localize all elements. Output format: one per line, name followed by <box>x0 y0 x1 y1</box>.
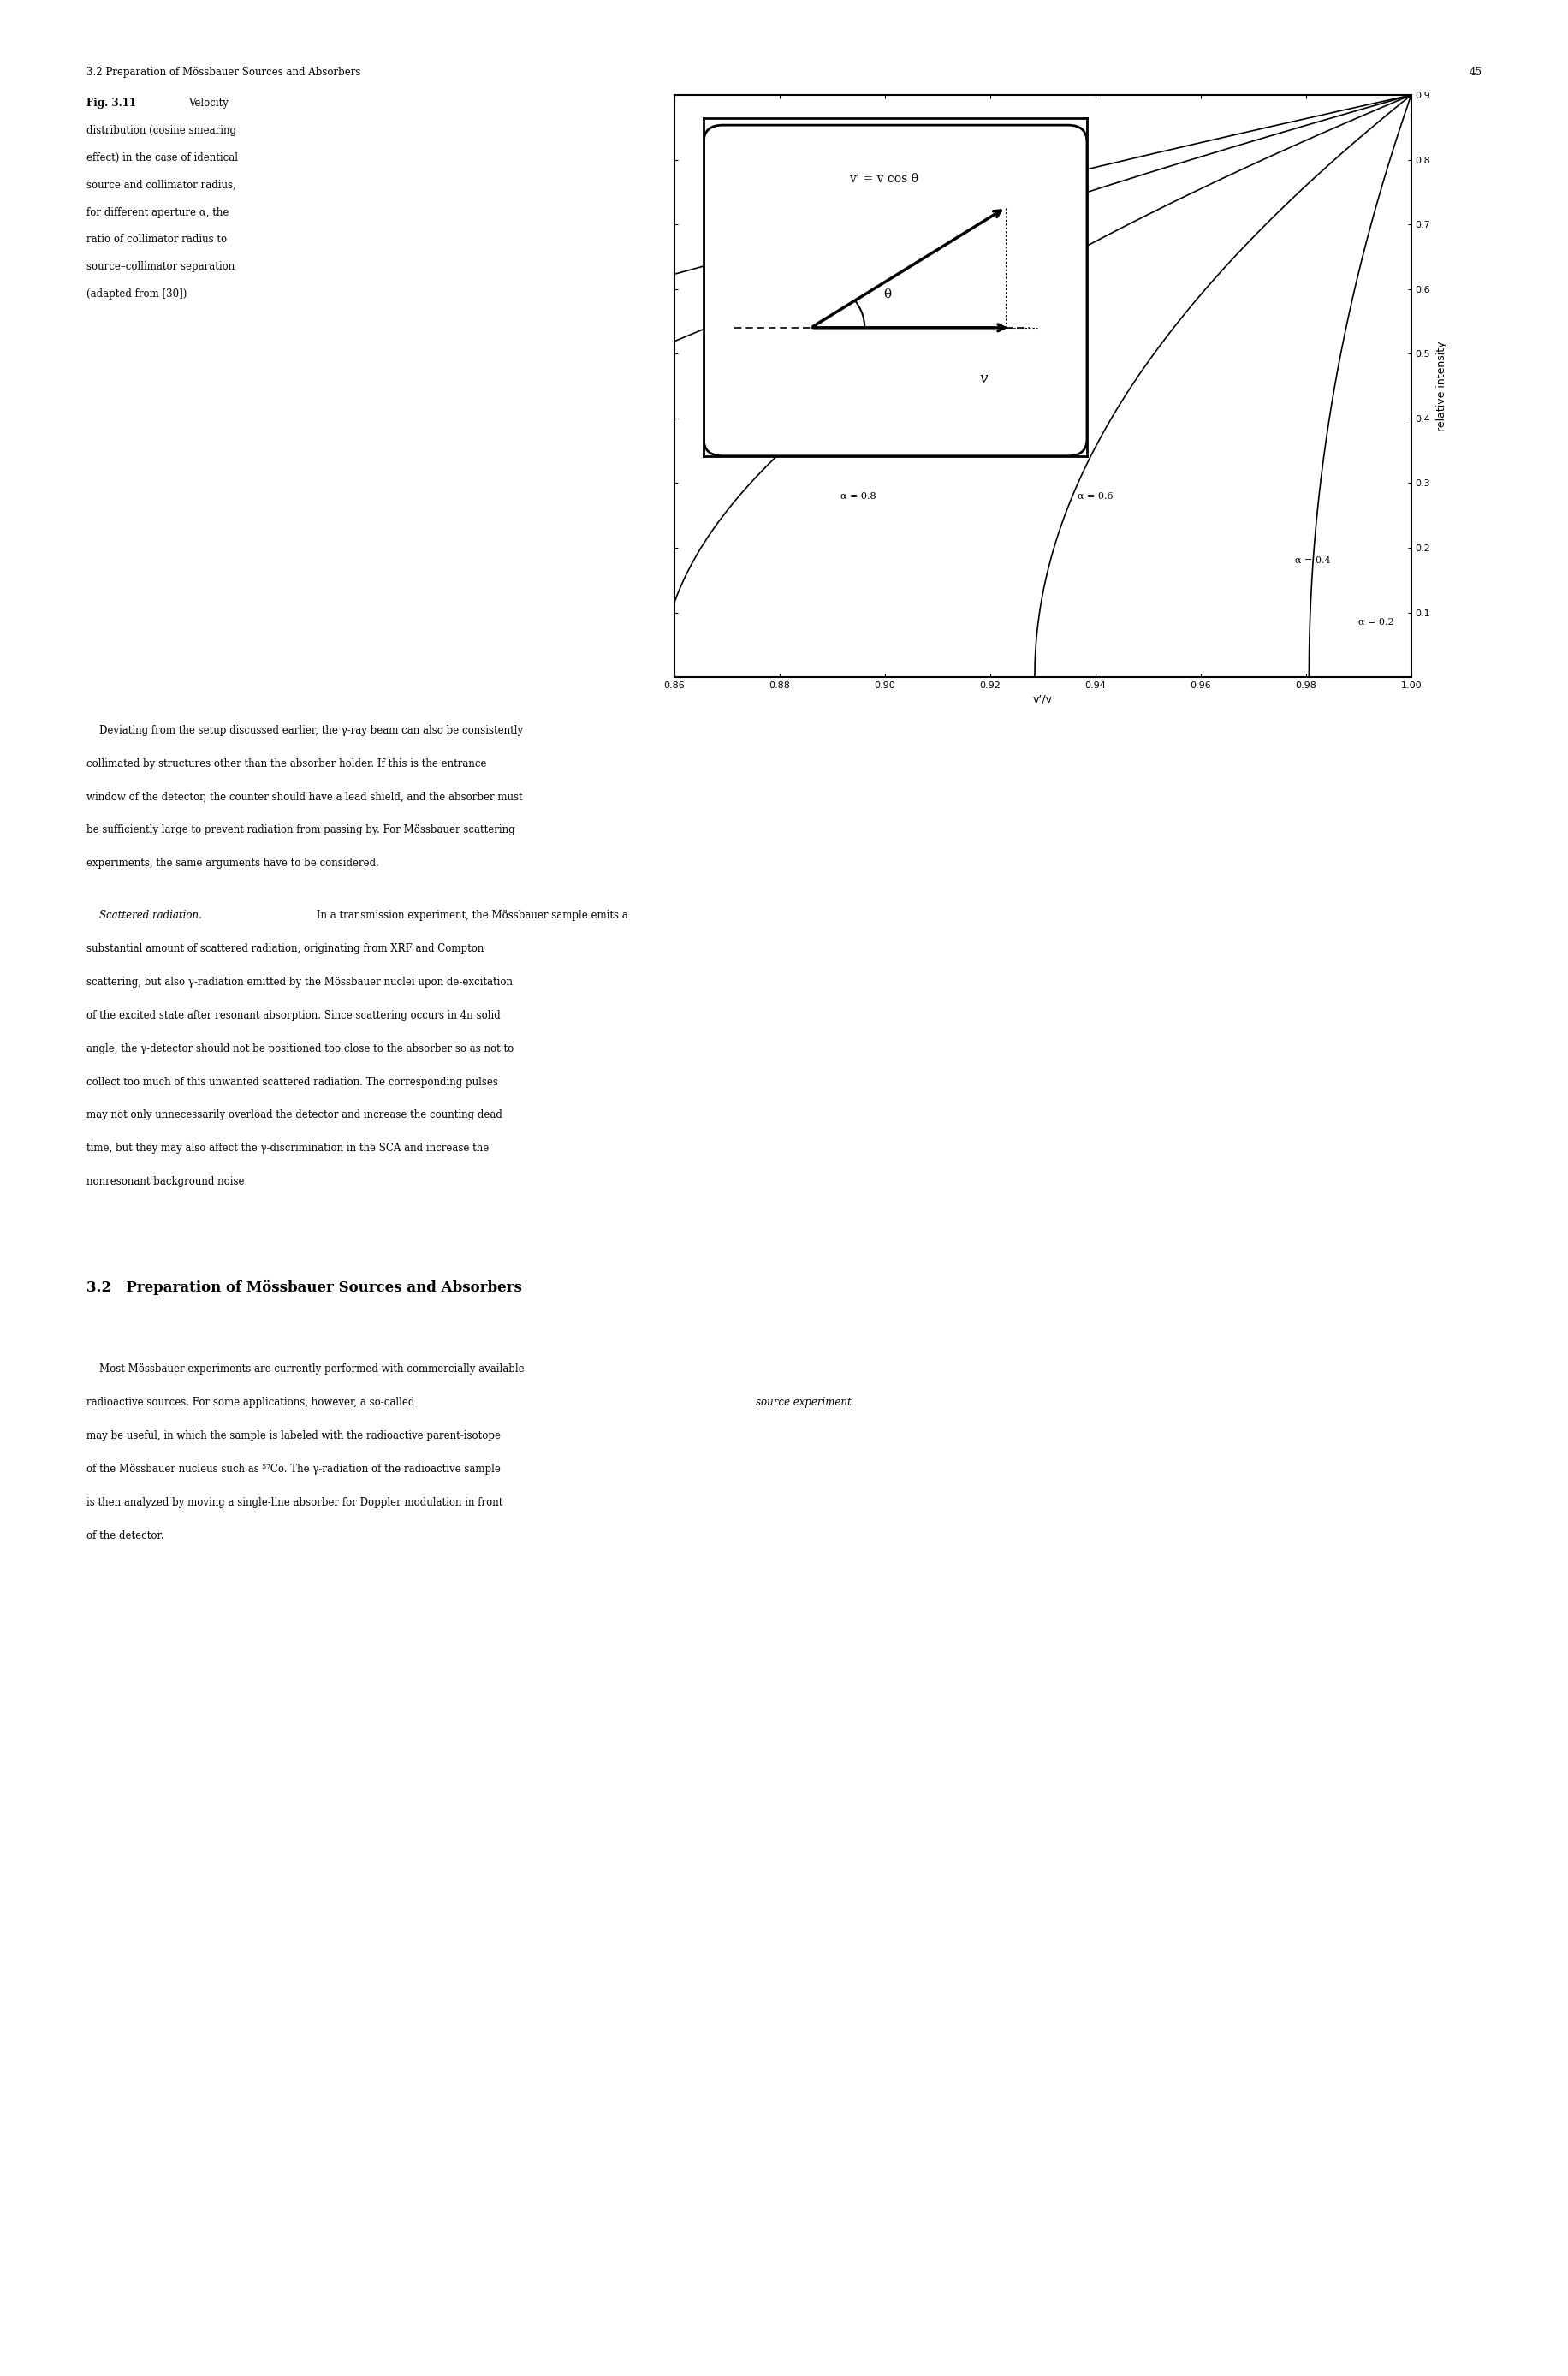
Text: α = 0.4: α = 0.4 <box>1295 556 1331 565</box>
Text: α = 1.0: α = 1.0 <box>1025 413 1060 423</box>
Text: experiments, the same arguments have to be considered.: experiments, the same arguments have to … <box>86 858 379 870</box>
Text: may be useful, in which the sample is labeled with the radioactive parent-isotop: may be useful, in which the sample is la… <box>86 1430 500 1442</box>
Text: of the detector.: of the detector. <box>86 1530 163 1542</box>
Text: radioactive sources. For some applications, however, a so-called: radioactive sources. For some applicatio… <box>86 1397 417 1409</box>
Text: Deviating from the setup discussed earlier, the γ-ray beam can also be consisten: Deviating from the setup discussed earli… <box>86 725 522 737</box>
Text: 3.2 Preparation of Mössbauer Sources and Absorbers: 3.2 Preparation of Mössbauer Sources and… <box>86 67 361 78</box>
Text: for different aperture α, the: for different aperture α, the <box>86 207 229 219</box>
Text: Fig. 3.11: Fig. 3.11 <box>86 97 136 109</box>
Text: source and collimator radius,: source and collimator radius, <box>86 181 235 190</box>
Text: of the excited state after resonant absorption. Since scattering occurs in 4π so: of the excited state after resonant abso… <box>86 1010 500 1022</box>
Text: window of the detector, the counter should have a lead shield, and the absorber : window of the detector, the counter shou… <box>86 791 522 803</box>
Text: α = 0.2: α = 0.2 <box>1358 618 1394 627</box>
Text: α = 0.6: α = 0.6 <box>1077 492 1113 501</box>
Text: time, but they may also affect the γ-discrimination in the SCA and increase the: time, but they may also affect the γ-dis… <box>86 1143 489 1155</box>
Text: Most Mössbauer experiments are currently performed with commercially available: Most Mössbauer experiments are currently… <box>86 1364 524 1376</box>
Text: nonresonant background noise.: nonresonant background noise. <box>86 1176 248 1188</box>
Text: Velocity: Velocity <box>188 97 229 109</box>
Text: scattering, but also γ-radiation emitted by the Mössbauer nuclei upon de-excitat: scattering, but also γ-radiation emitted… <box>86 977 513 988</box>
Text: angle, the γ-detector should not be positioned too close to the absorber so as n: angle, the γ-detector should not be posi… <box>86 1043 514 1055</box>
Text: 45: 45 <box>1469 67 1482 78</box>
Text: Scattered radiation.: Scattered radiation. <box>86 910 202 922</box>
X-axis label: v’/v: v’/v <box>1033 694 1052 706</box>
Text: substantial amount of scattered radiation, originating from XRF and Compton: substantial amount of scattered radiatio… <box>86 943 483 955</box>
Text: source experiment: source experiment <box>756 1397 851 1409</box>
Text: (adapted from [30]): (adapted from [30]) <box>86 290 187 299</box>
Text: 3.2   Preparation of Mössbauer Sources and Absorbers: 3.2 Preparation of Mössbauer Sources and… <box>86 1281 522 1295</box>
Text: source–collimator separation: source–collimator separation <box>86 261 235 273</box>
Text: collect too much of this unwanted scattered radiation. The corresponding pulses: collect too much of this unwanted scatte… <box>86 1076 497 1088</box>
Text: collimated by structures other than the absorber holder. If this is the entrance: collimated by structures other than the … <box>86 758 486 770</box>
Text: In a transmission experiment, the Mössbauer sample emits a: In a transmission experiment, the Mössba… <box>314 910 629 922</box>
Text: of the Mössbauer nucleus such as ⁵⁷Co. The γ-radiation of the radioactive sample: of the Mössbauer nucleus such as ⁵⁷Co. T… <box>86 1464 500 1475</box>
Text: ratio of collimator radius to: ratio of collimator radius to <box>86 235 227 245</box>
Text: α = 0.8: α = 0.8 <box>840 492 877 501</box>
Text: distribution (cosine smearing: distribution (cosine smearing <box>86 124 237 135</box>
Text: be sufficiently large to prevent radiation from passing by. For Mössbauer scatte: be sufficiently large to prevent radiati… <box>86 824 514 836</box>
Text: may not only unnecessarily overload the detector and increase the counting dead: may not only unnecessarily overload the … <box>86 1110 502 1121</box>
Text: is then analyzed by moving a single-line absorber for Doppler modulation in fron: is then analyzed by moving a single-line… <box>86 1497 502 1509</box>
Text: effect) in the case of identical: effect) in the case of identical <box>86 152 238 164</box>
Y-axis label: relative intensity: relative intensity <box>1436 340 1447 432</box>
